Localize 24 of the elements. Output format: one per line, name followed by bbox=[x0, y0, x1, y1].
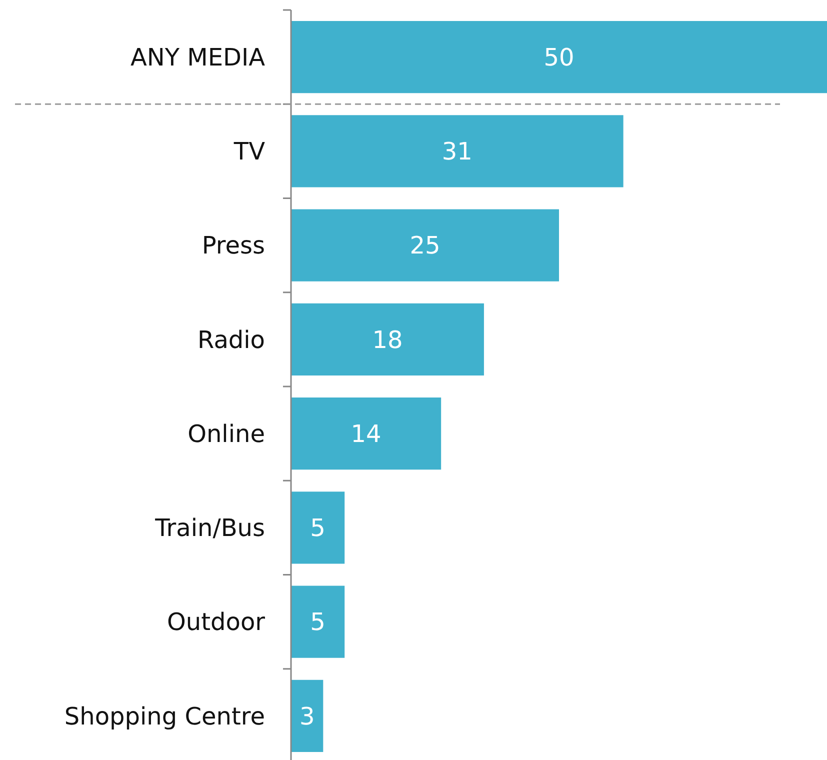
y-tick-label: ANY MEDIA bbox=[130, 43, 266, 72]
bar bbox=[291, 586, 345, 658]
data-label: 31 bbox=[442, 138, 472, 166]
bar bbox=[291, 492, 345, 564]
data-label: 25 bbox=[410, 232, 440, 260]
bar bbox=[291, 398, 442, 470]
bar bbox=[291, 303, 484, 376]
bar bbox=[291, 680, 324, 752]
y-tick-label: Shopping Centre bbox=[64, 702, 265, 730]
y-tick-label: TV bbox=[232, 138, 266, 166]
data-label: 50 bbox=[544, 43, 574, 72]
y-tick-label: Press bbox=[202, 232, 265, 260]
bar bbox=[291, 21, 827, 94]
y-tick-label: Train/Bus bbox=[154, 514, 265, 542]
data-label: 18 bbox=[372, 326, 403, 354]
bar bbox=[291, 115, 624, 188]
data-label: 5 bbox=[310, 514, 326, 542]
y-tick-label: Online bbox=[188, 420, 265, 448]
data-label: 14 bbox=[350, 420, 382, 448]
y-tick-label: Outdoor bbox=[167, 608, 266, 636]
data-label: 5 bbox=[310, 608, 326, 636]
bar bbox=[291, 209, 559, 282]
y-tick-label: Radio bbox=[198, 326, 265, 354]
data-label: 3 bbox=[299, 702, 315, 730]
